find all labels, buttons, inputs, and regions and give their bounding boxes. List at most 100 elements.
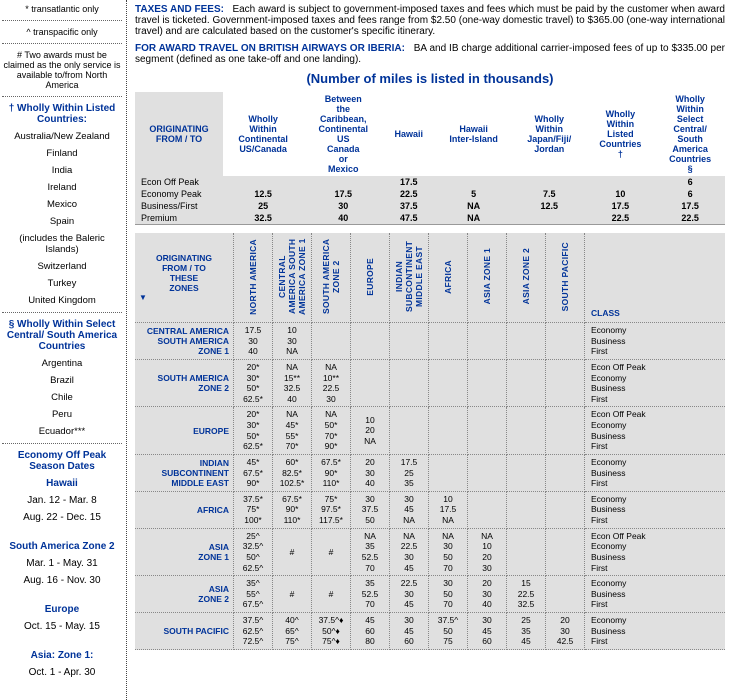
t2-cell: 17.53040 [234, 323, 273, 360]
t1-cell: 25 [223, 200, 303, 212]
sidebar-item: Switzerland [2, 261, 122, 272]
t2-zone-head: SOUTH AMERICA ZONE 2 [312, 233, 351, 323]
t2-row-head: SOUTH AMERICAZONE 2 [135, 359, 234, 407]
t2-row-head: EUROPE [135, 407, 234, 455]
t2-cell [546, 323, 585, 360]
t2-cell: 67.5*90*110* [312, 454, 351, 491]
t1-cell: 12.5 [513, 200, 586, 212]
t2-cell [429, 359, 468, 407]
t2-row-head: ASIAZONE 2 [135, 576, 234, 613]
t2-cell [468, 454, 507, 491]
t1-cell: 6 [655, 176, 725, 188]
sidebar-note: ^ transpacific only [2, 27, 122, 37]
t1-cell: 40 [303, 212, 383, 225]
t2-cell: NA305070 [429, 528, 468, 576]
t2-cell [429, 407, 468, 455]
sidebar-item: Turkey [2, 278, 122, 289]
t1-cell: NA [434, 212, 513, 225]
sidebar-item: Mexico [2, 199, 122, 210]
t2-cell: 40^65^75^ [273, 613, 312, 650]
t2-cell: NA15**32.540 [273, 359, 312, 407]
t2-class-cell: EconomyBusinessFirst [585, 613, 726, 650]
season-date: Mar. 1 - May. 31 [2, 558, 122, 569]
listed-countries-head: † Wholly Within Listed Countries: [2, 103, 122, 125]
t1-cell: 22.5 [655, 212, 725, 225]
sidebar: * transatlantic only^ transpacific only#… [0, 0, 127, 700]
season-name: Europe [2, 604, 122, 615]
t2-cell [507, 359, 546, 407]
t1-col-head: WhollyWithinJapan/Fiji/Jordan [513, 92, 586, 176]
t2-cell [351, 323, 390, 360]
sidebar-item: Ireland [2, 182, 122, 193]
t2-cell [546, 528, 585, 576]
t1-col-head: HawaiiInter-Island [434, 92, 513, 176]
t2-cell: 456080 [351, 613, 390, 650]
ba-ib-label: FOR AWARD TRAVEL ON BRITISH AIRWAYS OR I… [135, 43, 405, 54]
t2-cell: 304560 [390, 613, 429, 650]
t2-row-head: SOUTH PACIFIC [135, 613, 234, 650]
t1-cell: 12.5 [223, 188, 303, 200]
season-name: Hawaii [2, 478, 122, 489]
t1-row-label: Econ Off Peak [135, 176, 223, 188]
sidebar-item: Spain [2, 216, 122, 227]
t2-cell [507, 491, 546, 528]
t2-cell: 67.5*90*110* [273, 491, 312, 528]
t1-cell: 17.5 [383, 176, 434, 188]
t2-cell: 304560 [468, 613, 507, 650]
t2-zone-head: ASIA ZONE 2 [507, 233, 546, 323]
sidebar-note: # Two awards must be claimed as the only… [2, 50, 122, 90]
taxes-text: Each award is subject to government-impo… [135, 4, 725, 37]
t2-cell: NA22.53045 [390, 528, 429, 576]
t2-cell: # [312, 576, 351, 613]
t2-class-cell: EconomyBusinessFirst [585, 323, 726, 360]
t2-cell [351, 359, 390, 407]
season-name: South America Zone 2 [2, 541, 122, 552]
t2-cell: 203042.5 [546, 613, 585, 650]
sidebar-item: (includes the Baleric Islands) [2, 233, 122, 255]
t1-cell [513, 212, 586, 225]
sidebar-item: United Kingdom [2, 295, 122, 306]
t2-corner: ORIGINATINGFROM / TOTHESEZONES▼ [135, 233, 234, 323]
t2-cell [390, 359, 429, 407]
taxes-block: TAXES AND FEES: Each award is subject to… [135, 4, 725, 37]
t1-cell: 22.5 [586, 212, 656, 225]
t1-cell [434, 176, 513, 188]
t1-cell: 17.5 [303, 188, 383, 200]
t2-cell [390, 323, 429, 360]
t1-row-label: Premium [135, 212, 223, 225]
sidebar-item: Chile [2, 392, 122, 403]
t2-row-head: CENTRAL AMERICASOUTH AMERICAZONE 1 [135, 323, 234, 360]
season-date: Aug. 16 - Nov. 30 [2, 575, 122, 586]
t2-cell [546, 454, 585, 491]
t2-cell: 20*30*50*62.5* [234, 407, 273, 455]
t2-cell [429, 323, 468, 360]
award-table-2: ORIGINATINGFROM / TOTHESEZONES▼NORTH AME… [135, 233, 725, 650]
t1-cell: 17.5 [586, 200, 656, 212]
t2-cell [507, 323, 546, 360]
t2-cell: 3552.570 [351, 576, 390, 613]
t2-class-cell: Econ Off PeakEconomyBusinessFirst [585, 407, 726, 455]
t2-cell [468, 323, 507, 360]
t2-cell: 17.52535 [390, 454, 429, 491]
season-date: Jan. 12 - Mar. 8 [2, 495, 122, 506]
season-date: Aug. 22 - Dec. 15 [2, 512, 122, 523]
season-date: Oct. 1 - Apr. 30 [2, 667, 122, 678]
t2-zone-head: CENTRAL AMERICA SOUTH AMERICA ZONE 1 [273, 233, 312, 323]
t2-cell: 75*97.5*117.5* [312, 491, 351, 528]
t2-cell: NA3552.570 [351, 528, 390, 576]
t1-cell [223, 176, 303, 188]
t2-zone-head: AFRICA [429, 233, 468, 323]
t1-cell: 6 [655, 188, 725, 200]
t2-cell: 1522.532.5 [507, 576, 546, 613]
t2-cell: 60*82.5*102.5* [273, 454, 312, 491]
sidebar-item: Australia/New Zealand [2, 131, 122, 142]
t2-class-cell: Econ Off PeakEconomyBusinessFirst [585, 528, 726, 576]
t2-class-cell: Econ Off PeakEconomyBusinessFirst [585, 359, 726, 407]
t2-zone-head: NORTH AMERICA [234, 233, 273, 323]
t1-row-label: Business/First [135, 200, 223, 212]
t1-cell [586, 176, 656, 188]
award-table-1: ORIGINATING FROM / TOWhollyWithinContine… [135, 92, 725, 225]
t2-zone-head: EUROPE [351, 233, 390, 323]
t2-class-cell: EconomyBusinessFirst [585, 576, 726, 613]
season-dates-head: Economy Off Peak Season Dates [2, 450, 122, 472]
